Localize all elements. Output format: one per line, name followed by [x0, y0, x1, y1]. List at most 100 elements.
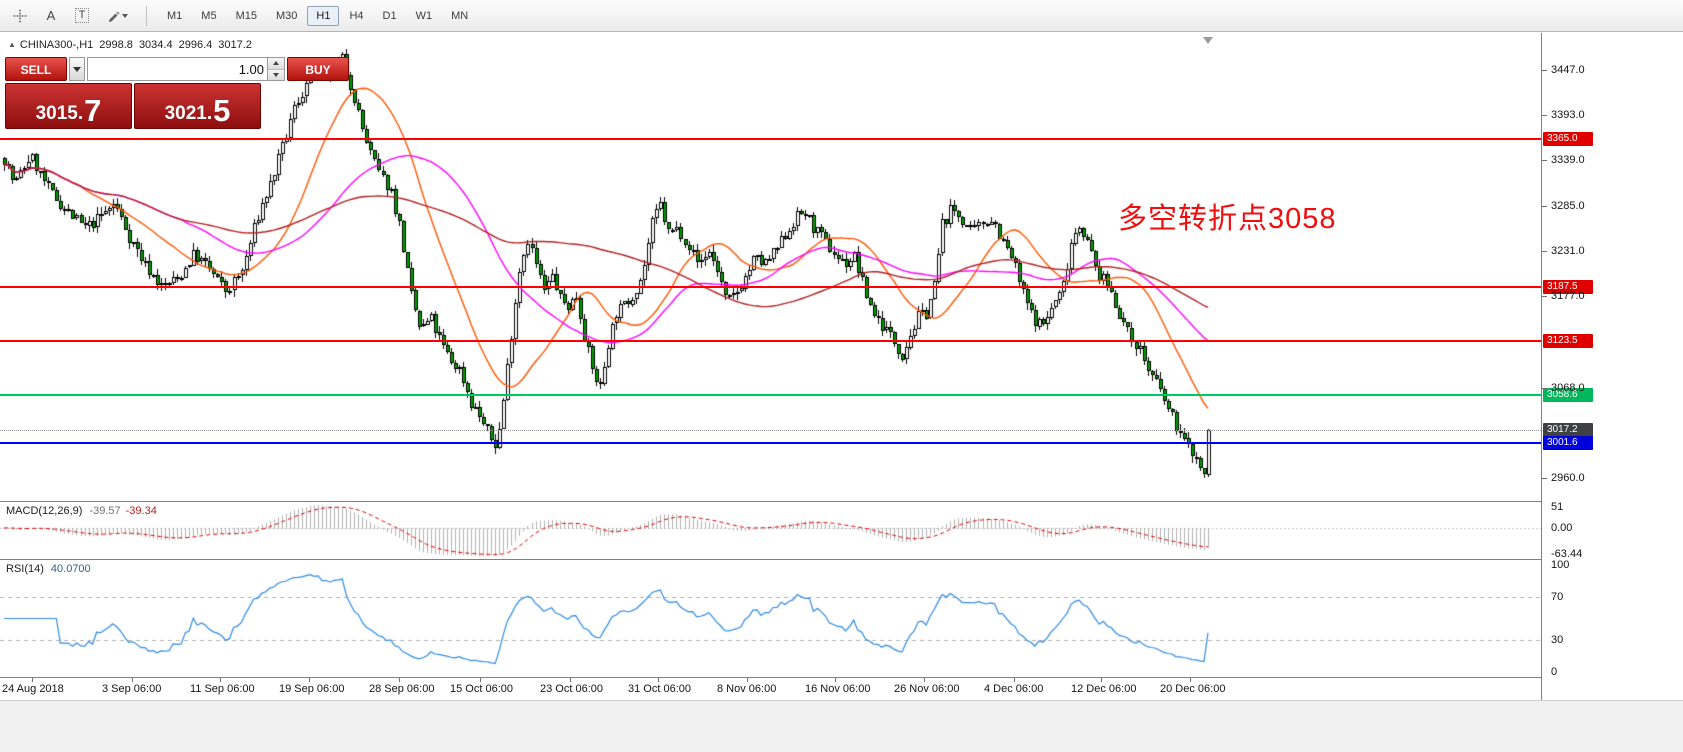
rsi-axis-label: 30 — [1551, 633, 1564, 646]
price-tag-3365.0: 3365.0 — [1543, 132, 1593, 146]
timeframe-m1-button[interactable]: M1 — [167, 9, 183, 22]
volume-input[interactable] — [88, 58, 267, 80]
ohlc-low: 2996.4 — [178, 39, 213, 51]
buy-price-box[interactable]: 3021. 5 — [134, 83, 261, 129]
y-tick-label: 3447.0 — [1551, 64, 1585, 76]
toolbar-separator — [146, 5, 147, 26]
rsi-name: RSI(14) — [6, 563, 44, 575]
timeframe-d1-button[interactable]: D1 — [382, 9, 397, 22]
x-tick-label: 15 Oct 06:00 — [450, 683, 513, 695]
status-strip — [0, 700, 1683, 752]
volume-decrease-button[interactable] — [268, 69, 284, 80]
y-tick-mark — [1542, 251, 1547, 252]
sell-price-main: 3015. — [35, 103, 84, 124]
x-tick-label: 12 Dec 06:00 — [1071, 683, 1137, 695]
price-tag-3001.6: 3001.6 — [1543, 436, 1593, 450]
panel-separator[interactable] — [0, 559, 1683, 560]
symbol-period-label: CHINA300-,H1 — [19, 39, 94, 51]
one-click-trade-panel: SELL BUY 3015.7 3021.5 — [5, 57, 349, 129]
chart-text-annotation[interactable]: 多空转折点3058 — [1118, 203, 1337, 235]
price-axis[interactable]: 3365.0 3187.5 3123.5 3058.6 3017.2 3001.6 3447… — [1541, 33, 1683, 700]
sell-price-big-digit: 7 — [84, 92, 102, 128]
panel-separator[interactable] — [0, 501, 1683, 502]
hline-3001.6[interactable] — [0, 442, 1541, 444]
sell-price-box[interactable]: 3015. 7 — [5, 83, 132, 129]
rsi-axis-label: 0 — [1551, 666, 1558, 678]
y-tick-label: 3177.0 — [1551, 290, 1585, 302]
horizontal-levels-layer — [0, 33, 1541, 501]
y-tick-mark — [1542, 160, 1547, 161]
chevron-down-icon — [121, 13, 128, 18]
y-tick-mark — [1542, 115, 1547, 116]
x-tick-label: 26 Nov 06:00 — [894, 683, 960, 695]
macd-axis-label: 51 — [1551, 501, 1564, 513]
timeframe-m15-button[interactable]: M15 — [235, 9, 257, 22]
x-tick-mark — [309, 678, 310, 682]
x-tick-mark — [570, 678, 571, 682]
volume-increase-button[interactable] — [268, 58, 284, 70]
draw-tool-icon[interactable] — [99, 3, 135, 29]
rsi-panel: RSI(14) 40.0700 — [0, 560, 1541, 677]
pencil-icon — [108, 11, 120, 22]
y-tick-label: 3393.0 — [1551, 109, 1585, 121]
timeframe-mn-button[interactable]: MN — [451, 9, 469, 22]
chart-title: ▲ CHINA300-,H1 2998.8 3034.4 2996.4 3017.2 — [8, 39, 252, 51]
hline-3365.0[interactable] — [0, 138, 1541, 140]
x-tick-label: 11 Sep 06:00 — [190, 683, 255, 695]
text-label-icon[interactable]: A — [37, 3, 65, 29]
y-tick-mark — [1542, 206, 1547, 207]
x-tick-label: 16 Nov 06:00 — [805, 683, 871, 695]
chart-shift-marker[interactable] — [1203, 37, 1213, 44]
hline-3058.6[interactable] — [0, 394, 1541, 396]
time-axis[interactable]: 24 Aug 2018 3 Sep 06:00 11 Sep 06:00 19 Sep… — [0, 678, 1683, 700]
crosshair-icon[interactable] — [6, 3, 34, 29]
buy-button[interactable]: BUY — [287, 57, 349, 81]
timeframe-group: M1 M5 M15 M30 H1 H4 D1 W1 MN — [158, 5, 478, 26]
buy-price-big-digit: 5 — [213, 92, 231, 128]
x-tick-mark — [480, 678, 481, 682]
sell-button[interactable]: SELL — [5, 57, 67, 81]
toolbar: A T M1 M5 M15 M30 H1 H4 D1 W1 MN — [0, 0, 1683, 32]
rsi-axis-label: 70 — [1551, 591, 1564, 604]
price-tag-3187.5: 3187.5 — [1543, 280, 1593, 294]
hline-3187.5[interactable] — [0, 286, 1541, 288]
x-tick-mark — [835, 678, 836, 682]
buy-price-main: 3021. — [164, 103, 213, 124]
price-tag-3058.6: 3058.6 — [1543, 388, 1593, 402]
x-tick-label: 8 Nov 06:00 — [717, 683, 777, 695]
rsi-canvas[interactable] — [0, 560, 1541, 677]
panel-collapse-icon[interactable]: ▲ — [8, 40, 16, 49]
chevron-down-icon — [73, 66, 81, 72]
rsi-axis-label: 100 — [1551, 559, 1570, 571]
macd-canvas[interactable] — [0, 502, 1541, 559]
x-tick-mark — [399, 678, 400, 682]
price-chart-panel: ▲ CHINA300-,H1 2998.8 3034.4 2996.4 3017.2 SE… — [0, 33, 1541, 501]
y-tick-label: 3231.0 — [1551, 245, 1585, 257]
x-tick-label: 31 Oct 06:00 — [628, 683, 691, 695]
y-tick-mark — [1542, 478, 1547, 479]
hline-3123.5[interactable] — [0, 340, 1541, 342]
panel-separator[interactable] — [0, 677, 1683, 678]
hline-3017.2[interactable] — [0, 430, 1541, 431]
y-tick-label: 3285.0 — [1551, 200, 1585, 212]
timeframe-h4-button[interactable]: H4 — [349, 9, 364, 22]
timeframe-m5-button[interactable]: M5 — [201, 9, 217, 22]
ohlc-open: 2998.8 — [99, 39, 133, 51]
macd-axis-label: -63.44 — [1551, 548, 1583, 560]
price-tag-3123.5: 3123.5 — [1543, 334, 1593, 348]
x-tick-label: 19 Sep 06:00 — [279, 683, 345, 695]
macd-panel: MACD(12,26,9) -39.57 -39.34 — [0, 502, 1541, 559]
y-tick-mark — [1542, 70, 1547, 71]
x-tick-label: 4 Dec 06:00 — [984, 683, 1044, 695]
rsi-value: 40.0700 — [50, 563, 91, 575]
volume-dropdown-button[interactable] — [69, 57, 85, 81]
x-tick-mark — [220, 678, 221, 682]
ohlc-high: 3034.4 — [138, 39, 173, 51]
x-tick-mark — [1101, 678, 1102, 682]
macd-signal-value: -39.34 — [125, 505, 157, 517]
timeframe-h1-button[interactable]: H1 — [307, 5, 340, 26]
timeframe-m30-button[interactable]: M30 — [275, 9, 298, 22]
text-box-icon[interactable]: T — [68, 3, 96, 29]
x-tick-mark — [1190, 678, 1191, 682]
timeframe-w1-button[interactable]: W1 — [415, 9, 433, 22]
